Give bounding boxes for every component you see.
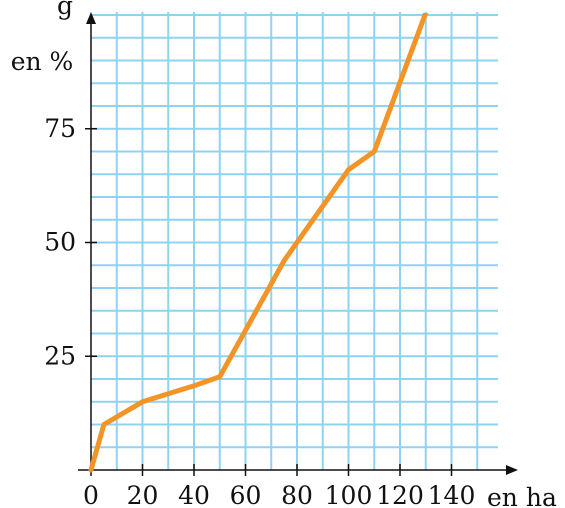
x-tick-label: 140	[428, 481, 476, 508]
x-tick-label: 80	[281, 481, 313, 508]
y-tick-label: 75	[44, 114, 76, 143]
x-axis-label: en ha	[487, 483, 557, 508]
y-tick-label: 50	[44, 228, 76, 257]
x-tick-label: 60	[230, 481, 262, 508]
x-axis-arrow	[506, 465, 518, 475]
y-axis-arrow	[86, 12, 96, 24]
x-tick-label: 0	[83, 481, 99, 508]
y-axis-label: en %	[11, 47, 74, 76]
x-tick-label: 100	[325, 481, 373, 508]
x-tick-label: 20	[127, 481, 159, 508]
x-tick-label: 120	[376, 481, 424, 508]
y-axis-label-partial: g	[57, 0, 73, 20]
y-tick-label: 25	[44, 341, 76, 370]
series-layer	[88, 13, 429, 473]
axes	[78, 12, 518, 475]
ticks: 0 20 40 60 80 100 120 140 25 50 75	[44, 114, 475, 508]
series-line	[88, 13, 429, 473]
x-tick-label: 40	[178, 481, 210, 508]
